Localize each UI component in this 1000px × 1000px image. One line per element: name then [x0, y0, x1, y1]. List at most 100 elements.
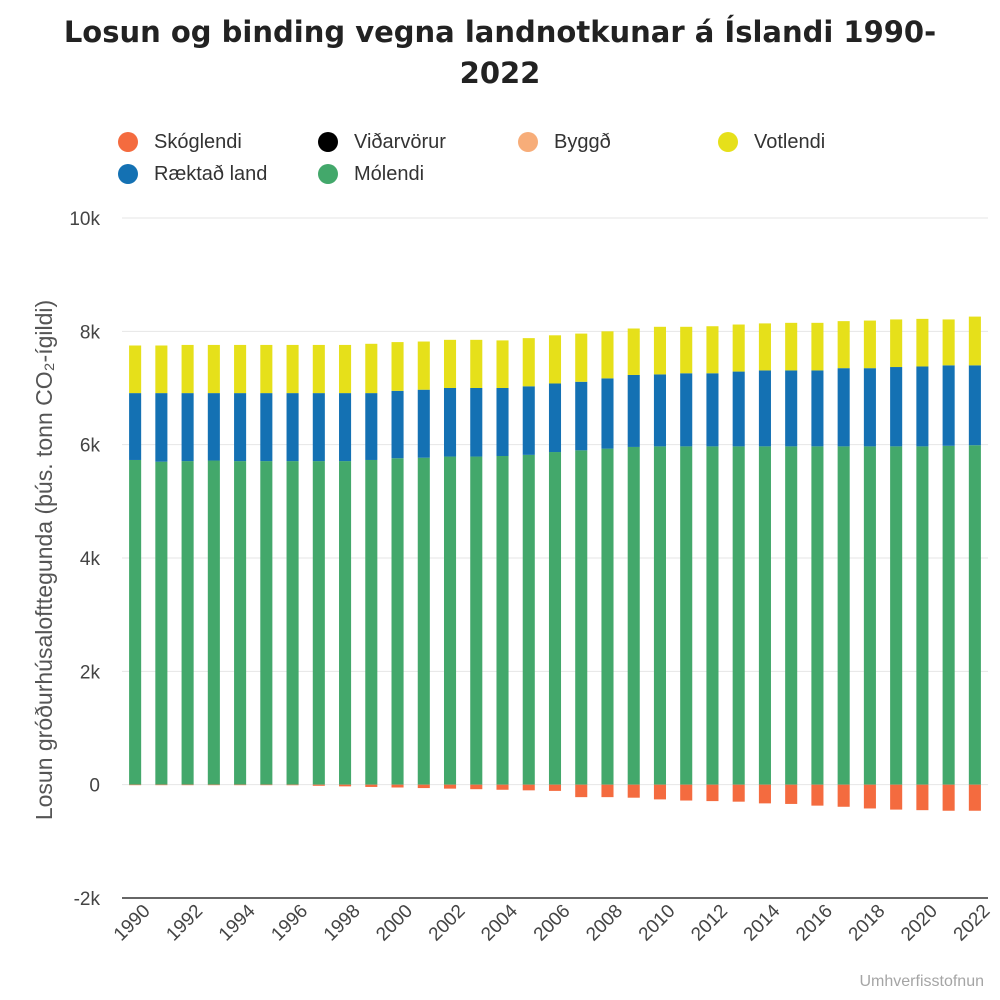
- bar-votlendi-1998: [339, 344, 352, 394]
- x-tick-label: 2002: [425, 901, 470, 946]
- bar-votlendi-2007: [575, 333, 588, 382]
- x-tick-label: 2014: [740, 900, 785, 945]
- bar-votlendi-1995: [260, 344, 273, 394]
- bar-sk-glendi-2006: [548, 784, 562, 791]
- bar-sk-glendi-2022: [968, 784, 981, 811]
- bar-m-lendi-2022: [968, 445, 981, 785]
- bar-r-kta-land-2013: [732, 371, 745, 447]
- bar-sk-glendi-1995: [260, 784, 273, 786]
- bar-sk-glendi-2012: [706, 784, 719, 802]
- x-tick-label: 1990: [110, 901, 155, 946]
- bar-r-kta-land-2007: [575, 381, 588, 451]
- bar-votlendi-2011: [680, 326, 693, 374]
- x-tick-label: 2004: [477, 900, 522, 945]
- bar-sk-glendi-2002: [443, 784, 457, 789]
- bar-r-kta-land-2020: [916, 366, 929, 447]
- bar-r-kta-land-2000: [391, 390, 404, 459]
- y-axis-label: Losun gróðurhúsalofttegunda (þús. tonn C…: [31, 300, 57, 820]
- legend-label: Skóglendi: [154, 130, 242, 153]
- bar-votlendi-2003: [470, 339, 483, 388]
- bar-m-lendi-1998: [339, 461, 352, 785]
- legend-item-byggd[interactable]: Byggð: [518, 128, 611, 156]
- bar-r-kta-land-2014: [758, 370, 771, 447]
- bar-r-kta-land-1990: [129, 393, 142, 460]
- bar-r-kta-land-2008: [601, 378, 614, 449]
- bar-m-lendi-1991: [155, 461, 168, 785]
- bar-votlendi-2010: [653, 326, 666, 375]
- bar-votlendi-1997: [312, 344, 325, 394]
- bar-r-kta-land-2002: [443, 388, 457, 457]
- bar-votlendi-1992: [181, 344, 194, 394]
- bar-sk-glendi-1998: [339, 784, 352, 787]
- bar-m-lendi-1992: [181, 461, 194, 785]
- x-tick-label: 2022: [950, 901, 995, 946]
- bar-m-lendi-2006: [548, 452, 562, 785]
- x-tick-label: 2006: [530, 901, 575, 946]
- bar-r-kta-land-2010: [653, 374, 666, 447]
- bar-sk-glendi-2011: [680, 784, 693, 801]
- bar-sk-glendi-1991: [155, 784, 168, 786]
- legend-swatch: [318, 164, 338, 184]
- legend-label: Votlendi: [754, 130, 826, 153]
- bar-sk-glendi-2018: [863, 784, 876, 809]
- legend-swatch: [318, 132, 338, 152]
- bar-votlendi-2017: [837, 321, 850, 369]
- x-tick-label: 2018: [845, 901, 890, 946]
- bar-votlendi-2008: [601, 331, 614, 379]
- legend-swatch: [518, 132, 538, 152]
- bar-r-kta-land-2021: [942, 365, 955, 446]
- bar-r-kta-land-2011: [680, 373, 693, 447]
- x-tick-label: 1992: [162, 901, 207, 946]
- legend-item-molendi[interactable]: Mólendi: [318, 160, 424, 188]
- bar-sk-glendi-2010: [653, 784, 666, 800]
- legend-label: Mólendi: [354, 162, 425, 185]
- bar-m-lendi-1997: [312, 461, 325, 785]
- bar-sk-glendi-1994: [234, 784, 247, 786]
- bar-sk-glendi-2016: [811, 784, 824, 806]
- bar-sk-glendi-1993: [207, 784, 220, 786]
- bar-m-lendi-2016: [811, 446, 824, 785]
- bar-r-kta-land-1993: [207, 393, 220, 461]
- legend-label: Viðarvörur: [354, 130, 446, 153]
- bar-m-lendi-2019: [890, 446, 903, 785]
- bar-votlendi-2002: [443, 339, 457, 388]
- bar-m-lendi-1995: [260, 461, 273, 785]
- y-tick-label: -2k: [74, 889, 101, 910]
- bar-m-lendi-2017: [837, 446, 850, 785]
- bar-m-lendi-1990: [129, 459, 142, 785]
- bar-m-lendi-2012: [706, 446, 719, 785]
- bar-m-lendi-2013: [732, 446, 745, 785]
- legend-item-raektad-land[interactable]: Ræktað land: [118, 160, 267, 188]
- bar-r-kta-land-1998: [339, 393, 352, 462]
- bar-m-lendi-2007: [575, 450, 588, 785]
- bar-r-kta-land-2012: [706, 373, 719, 447]
- bar-sk-glendi-2001: [417, 784, 430, 789]
- bar-m-lendi-2005: [522, 454, 535, 785]
- chart-title: Losun og binding vegna landnotkunar á Ís…: [63, 15, 937, 90]
- bar-r-kta-land-1996: [286, 393, 299, 462]
- bar-votlendi-2020: [916, 318, 929, 367]
- legend-item-vidarvorur[interactable]: Viðarvörur: [318, 128, 446, 156]
- bar-sk-glendi-2021: [942, 784, 955, 811]
- bar-sk-glendi-2009: [627, 784, 640, 798]
- bar-m-lendi-2000: [391, 458, 404, 785]
- bar-votlendi-1996: [286, 344, 299, 394]
- bar-sk-glendi-2014: [758, 784, 771, 804]
- bar-r-kta-land-2019: [890, 367, 903, 447]
- bar-r-kta-land-2017: [837, 368, 850, 447]
- bars-layer: [129, 316, 981, 811]
- x-tick-label: 2010: [635, 901, 680, 946]
- x-tick-label: 2000: [372, 901, 417, 946]
- bar-m-lendi-1999: [365, 459, 378, 785]
- bar-sk-glendi-1996: [286, 784, 299, 786]
- bar-votlendi-2012: [706, 326, 719, 374]
- legend-item-votlendi[interactable]: Votlendi: [718, 128, 825, 156]
- legend-item-skoglendi[interactable]: Skóglendi: [118, 128, 242, 156]
- bar-sk-glendi-2005: [522, 784, 535, 791]
- bar-m-lendi-2003: [470, 456, 483, 785]
- x-tick-label: 2008: [582, 901, 627, 946]
- legend-swatch: [118, 132, 138, 152]
- bar-r-kta-land-2015: [785, 370, 798, 447]
- bar-m-lendi-2011: [680, 446, 693, 785]
- bar-votlendi-1990: [129, 345, 142, 394]
